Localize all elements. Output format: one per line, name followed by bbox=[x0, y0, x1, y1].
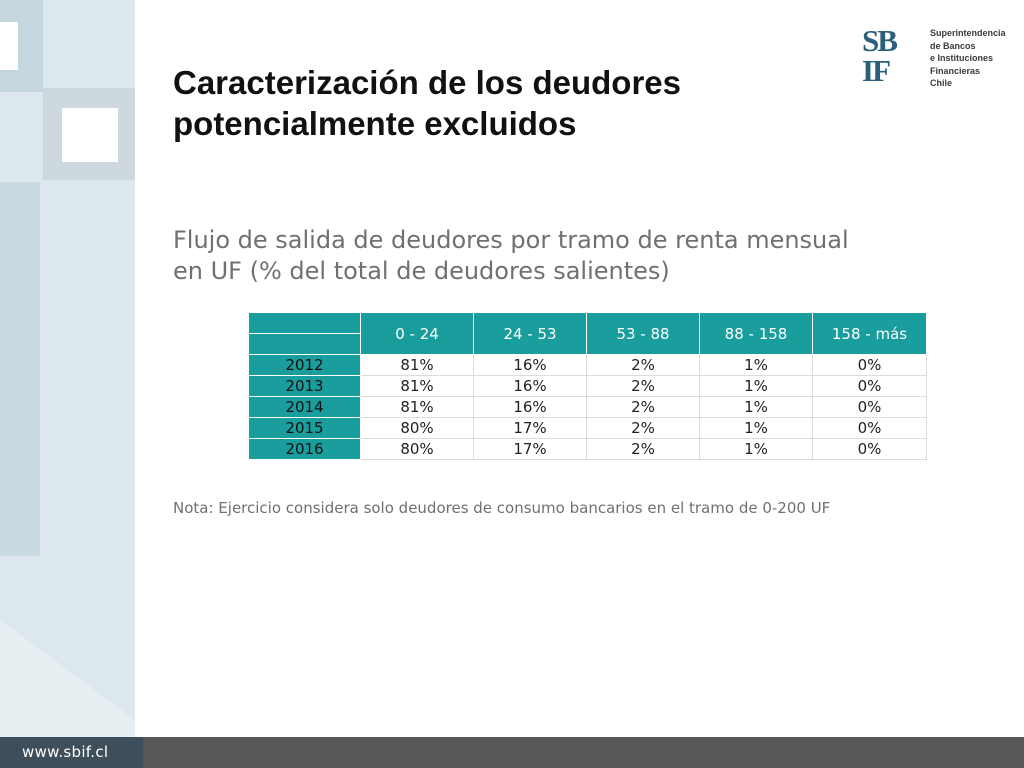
row-year: 2014 bbox=[248, 396, 361, 418]
logo-mark-bottom: IF bbox=[862, 53, 891, 88]
table-cell: 17% bbox=[473, 438, 587, 460]
table-row: 2014 81% 16% 2% 1% 0% bbox=[248, 396, 927, 418]
table-cell: 0% bbox=[812, 396, 927, 418]
sbif-logo: SB IF Superintendencia de Bancos e Insti… bbox=[862, 23, 1014, 90]
table-cell: 80% bbox=[360, 417, 474, 439]
table-cell: 16% bbox=[473, 396, 587, 418]
table-cell: 81% bbox=[360, 396, 474, 418]
logo-text-line: Financieras bbox=[930, 65, 981, 76]
slide-title: Caracterización de los deudores potencia… bbox=[173, 62, 813, 144]
logo-text-line: Chile bbox=[930, 78, 953, 88]
table-cell: 81% bbox=[360, 375, 474, 397]
table-cell: 1% bbox=[699, 417, 813, 439]
table-cell: 16% bbox=[473, 375, 587, 397]
table-header-stub bbox=[248, 312, 361, 334]
table-header-stub bbox=[248, 333, 361, 355]
table-subtitle: Flujo de salida de deudores por tramo de… bbox=[173, 225, 913, 287]
table-row: 2015 80% 17% 2% 1% 0% bbox=[248, 417, 927, 439]
table-row: 2016 80% 17% 2% 1% 0% bbox=[248, 438, 927, 460]
slide-title-line1: Caracterización de los deudores bbox=[173, 64, 682, 101]
footer-bar: www.sbif.cl bbox=[0, 737, 1024, 768]
row-year: 2015 bbox=[248, 417, 361, 439]
subtitle-line2: en UF (% del total de deudores salientes… bbox=[173, 257, 670, 285]
table-cell: 2% bbox=[586, 417, 700, 439]
column-header: 53 - 88 bbox=[586, 312, 700, 355]
footnote: Nota: Ejercicio considera solo deudores … bbox=[173, 499, 831, 517]
table-row: 2012 81% 16% 2% 1% 0% bbox=[248, 354, 927, 376]
table-cell: 2% bbox=[586, 375, 700, 397]
column-header: 88 - 158 bbox=[699, 312, 813, 355]
table-cell: 0% bbox=[812, 438, 927, 460]
table-cell: 2% bbox=[586, 354, 700, 376]
table-cell: 1% bbox=[699, 354, 813, 376]
footer-url-link[interactable]: www.sbif.cl bbox=[22, 743, 109, 761]
table-cell: 0% bbox=[812, 354, 927, 376]
table-cell: 80% bbox=[360, 438, 474, 460]
table-cell: 2% bbox=[586, 438, 700, 460]
table-cell: 16% bbox=[473, 354, 587, 376]
left-decoration bbox=[0, 0, 135, 740]
logo-text-line: de Bancos bbox=[930, 40, 976, 51]
table-cell: 17% bbox=[473, 417, 587, 439]
table-cell: 81% bbox=[360, 354, 474, 376]
table-cell: 0% bbox=[812, 417, 927, 439]
row-year: 2016 bbox=[248, 438, 361, 460]
logo-text: Superintendencia de Bancos e Institucion… bbox=[930, 27, 1014, 90]
table-cell: 1% bbox=[699, 396, 813, 418]
table-row: 2013 81% 16% 2% 1% 0% bbox=[248, 375, 927, 397]
column-header: 0 - 24 bbox=[360, 312, 474, 355]
footer-url-box: www.sbif.cl bbox=[0, 737, 143, 768]
logo-text-line: e Instituciones bbox=[930, 53, 994, 63]
outflow-table: 0 - 24 24 - 53 53 - 88 88 - 158 158 - má… bbox=[248, 312, 927, 460]
table-cell: 1% bbox=[699, 375, 813, 397]
subtitle-line1: Flujo de salida de deudores por tramo de… bbox=[173, 226, 849, 254]
table-header-row: 0 - 24 24 - 53 53 - 88 88 - 158 158 - má… bbox=[248, 312, 927, 355]
column-header: 158 - más bbox=[812, 312, 927, 355]
slide-title-line2: potencialmente excluidos bbox=[173, 105, 577, 142]
logo-mark-top: SB bbox=[862, 23, 898, 58]
table-cell: 1% bbox=[699, 438, 813, 460]
table-cell: 2% bbox=[586, 396, 700, 418]
row-year: 2013 bbox=[248, 375, 361, 397]
row-year: 2012 bbox=[248, 354, 361, 376]
logo-text-line: Superintendencia bbox=[930, 28, 1006, 38]
column-header: 24 - 53 bbox=[473, 312, 587, 355]
table-cell: 0% bbox=[812, 375, 927, 397]
sbif-logo-mark: SB IF bbox=[862, 23, 922, 88]
